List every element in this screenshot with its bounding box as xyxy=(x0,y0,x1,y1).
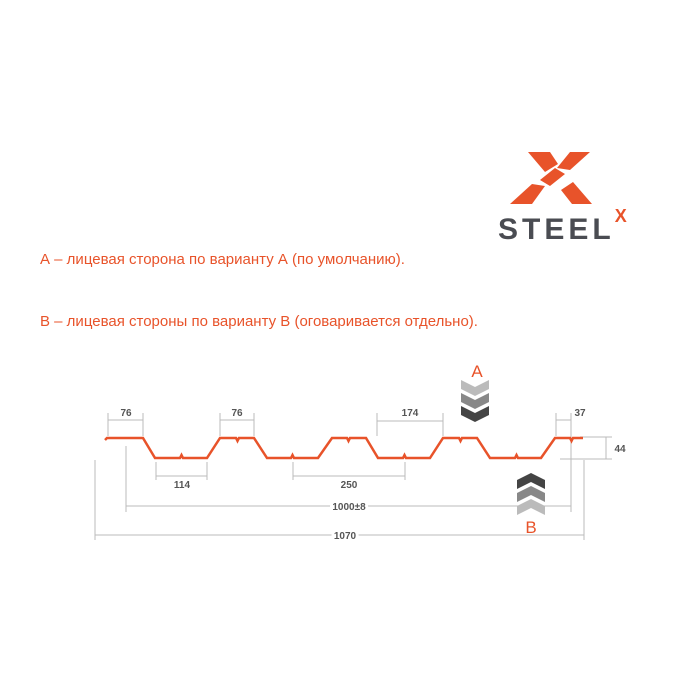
dim-height: 44 xyxy=(614,444,626,455)
dim-top-left: 76 xyxy=(120,408,132,419)
brand-wordmark: STEELX xyxy=(498,206,627,247)
dim-174: 174 xyxy=(402,408,419,419)
note-side-b: В – лицевая стороны по варианту В (огова… xyxy=(40,313,478,330)
dim-useful-width: 1000±8 xyxy=(332,502,366,513)
side-a-label: A xyxy=(471,362,483,381)
side-b-label: B xyxy=(525,518,536,537)
steelx-logo-icon xyxy=(510,152,592,204)
dim-top-second: 76 xyxy=(231,408,243,419)
brand-name: STEEL xyxy=(498,213,615,246)
dim-bottom: 114 xyxy=(174,480,191,491)
profile-line xyxy=(104,436,583,460)
dim-total-width: 1070 xyxy=(334,531,357,542)
dim-edge: 37 xyxy=(574,408,586,419)
note-side-a: А – лицевая сторона по варианту А (по ум… xyxy=(40,251,405,268)
dimension-lines xyxy=(94,413,612,540)
brand-superscript: X xyxy=(614,206,627,226)
dim-250: 250 xyxy=(341,480,358,491)
side-b-arrow-icon xyxy=(517,473,545,515)
side-a-arrow-icon xyxy=(461,380,489,422)
